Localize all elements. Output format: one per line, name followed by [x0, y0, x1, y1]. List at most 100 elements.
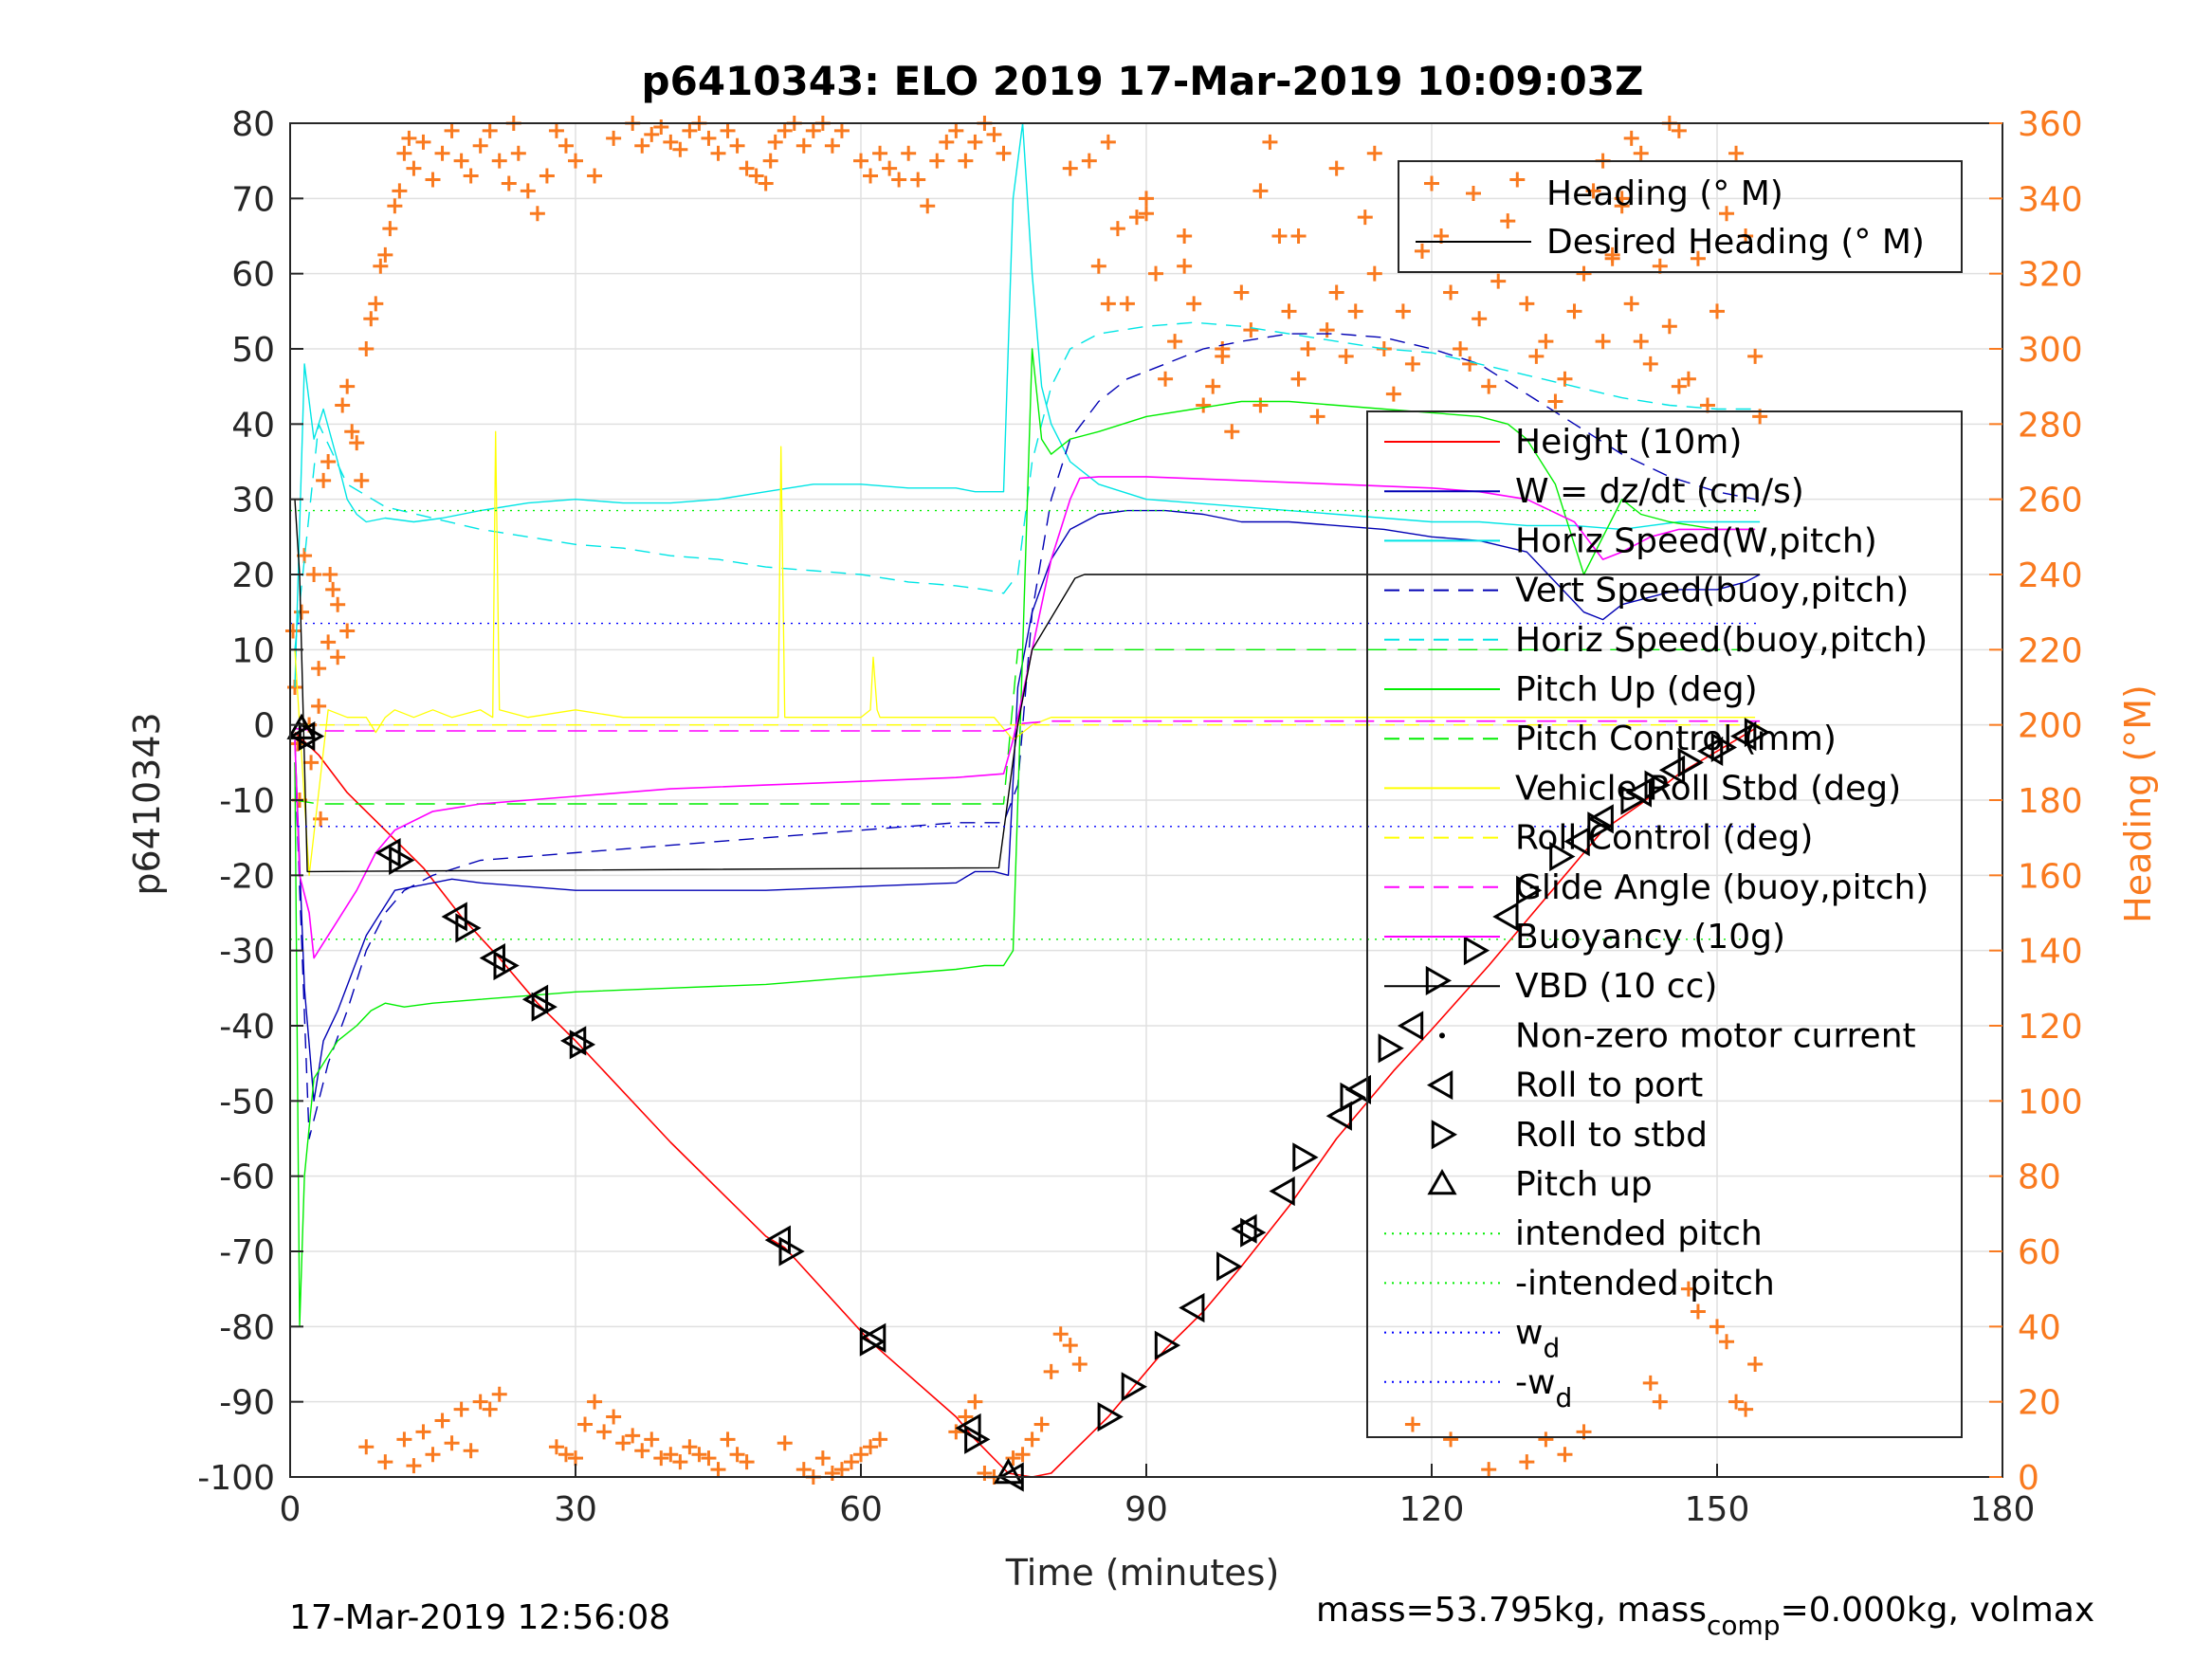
heading-point	[1205, 378, 1221, 394]
heading-point	[491, 153, 507, 169]
heading-point	[1519, 296, 1535, 312]
heading-point	[1404, 1416, 1420, 1432]
heading-point	[1614, 191, 1630, 207]
heading-point	[1443, 1431, 1459, 1448]
heading-point	[1500, 213, 1516, 229]
heading-point	[1481, 378, 1497, 394]
heading-point	[434, 145, 450, 161]
roll-port-marker	[1325, 1101, 1352, 1131]
heading-point	[529, 206, 545, 222]
heading-point	[349, 435, 365, 451]
heading-point	[344, 424, 360, 440]
y-tick-label: 0	[253, 707, 275, 746]
series-line	[294, 122, 1761, 688]
heading-point	[977, 1466, 993, 1482]
heading-point	[1081, 153, 1097, 169]
heading-point	[1024, 1431, 1040, 1448]
y-tick-label: -60	[219, 1158, 275, 1197]
roll-stbd-marker	[531, 992, 558, 1022]
heading-point	[663, 134, 679, 150]
legend-main-label: Pitch Up (deg)	[1515, 670, 1758, 709]
roll-stbd-marker	[964, 1424, 991, 1454]
heading-point	[1509, 172, 1526, 188]
legend-heading: Heading (° M) Desired Heading (° M)	[1398, 160, 1963, 273]
heading-point	[1680, 1281, 1696, 1297]
legend-main-label: Vehicle Roll Stbd (deg)	[1515, 769, 1901, 808]
heading-point	[392, 183, 408, 199]
y2-tick-label: 80	[2018, 1158, 2061, 1197]
heading-point	[382, 221, 398, 237]
heading-point	[1366, 145, 1382, 161]
legend-main-label: VBD (10 cc)	[1515, 967, 1717, 1006]
heading-point	[401, 130, 417, 146]
roll-stbd-marker	[1378, 1033, 1404, 1064]
heading-point	[1709, 1319, 1725, 1335]
heading-point	[354, 472, 370, 488]
y2-tick-label: 40	[2018, 1308, 2061, 1347]
heading-point	[415, 1424, 431, 1440]
heading-point	[863, 168, 879, 184]
y2-tick-label: 100	[2018, 1083, 2083, 1121]
heading-point	[1290, 228, 1307, 244]
legend-main-label: Pitch Control (mm)	[1515, 720, 1837, 758]
roll-port-marker	[1730, 720, 1757, 752]
roll-stbd-marker	[1677, 747, 1704, 777]
x-tick-label: 90	[1124, 1490, 1168, 1529]
heading-point	[587, 1394, 603, 1410]
heading-point	[1719, 1334, 1735, 1350]
y-tick-label: -30	[219, 933, 275, 972]
roll-stbd-marker	[1620, 785, 1647, 815]
roll-stbd-marker	[778, 1236, 805, 1267]
y2-tick-label: 320	[2018, 256, 2083, 295]
heading-point	[1557, 1447, 1573, 1463]
heading-point	[1328, 160, 1344, 176]
y-tick-label: -70	[219, 1233, 275, 1272]
roll-port-marker	[1696, 736, 1724, 767]
y-tick-label: -10	[219, 782, 275, 821]
heading-point	[1576, 265, 1592, 282]
heading-point	[682, 1439, 698, 1455]
heading-point	[568, 1450, 583, 1467]
legend-main-label: W = dz/dt (cm/s)	[1515, 472, 1804, 511]
legend-heading-label: Heading (° M)	[1546, 174, 1783, 213]
heading-point	[387, 198, 403, 214]
heading-point	[303, 755, 320, 771]
heading-point	[1139, 191, 1154, 207]
series-line	[294, 333, 1756, 1139]
heading-point	[587, 168, 603, 184]
roll-stbd-marker	[1587, 811, 1614, 842]
heading-point	[1671, 122, 1687, 138]
heading-point	[368, 296, 384, 312]
heading-point	[1119, 296, 1135, 312]
heading-point	[1642, 1375, 1658, 1391]
heading-point	[1215, 348, 1231, 364]
y2-tick-label: 200	[2018, 707, 2083, 746]
heading-point	[1005, 1450, 1021, 1467]
legend-main-label: intended pitch	[1515, 1214, 1763, 1253]
heading-point	[1709, 303, 1725, 319]
series-line	[294, 499, 1761, 873]
heading-point	[358, 1439, 375, 1455]
heading-point	[1366, 265, 1382, 282]
legend-main-label-subscript: d	[1555, 1382, 1572, 1413]
roll-port-marker	[764, 1225, 791, 1255]
heading-point	[634, 137, 650, 154]
heading-point	[434, 1413, 450, 1429]
y2-axis-label: Heading (°M)	[2117, 684, 2159, 923]
roll-stbd-marker	[1710, 732, 1738, 763]
heading-point	[1462, 356, 1478, 372]
legend-swatch	[1466, 186, 1481, 201]
roll-port-marker	[1492, 902, 1519, 932]
heading-point	[805, 122, 821, 138]
heading-point	[548, 122, 564, 138]
legend-main-label: Roll Control (deg)	[1515, 819, 1813, 858]
heading-point	[606, 130, 622, 146]
heading-point	[377, 1454, 393, 1470]
heading-point	[720, 122, 736, 138]
roll-port-marker	[1397, 1011, 1424, 1041]
roll-stbd-marker	[1549, 841, 1576, 872]
legend-main-label: Roll to port	[1515, 1066, 1703, 1105]
series-line	[294, 348, 1756, 1327]
heading-point	[596, 1424, 612, 1440]
